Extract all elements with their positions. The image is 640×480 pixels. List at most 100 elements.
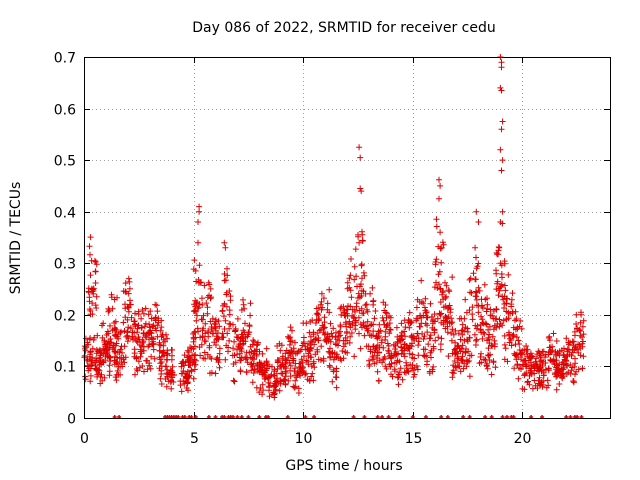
data-point: [237, 368, 244, 375]
data-point: [386, 330, 393, 337]
data-point: [164, 350, 171, 357]
data-point: [94, 332, 101, 339]
data-point: [85, 363, 92, 370]
data-point: [436, 281, 442, 288]
data-point: [446, 288, 453, 295]
data-point: [92, 268, 99, 275]
data-point: [501, 305, 507, 311]
data-point: [299, 365, 306, 372]
data-point: [105, 330, 112, 337]
data-point: [496, 323, 503, 330]
data-point-spike: [498, 126, 505, 133]
x-tick-label: 5: [190, 431, 199, 447]
data-point: [485, 345, 492, 352]
data-point: [512, 317, 518, 324]
data-point: [105, 353, 111, 360]
data-point: [483, 308, 490, 315]
data-point: [273, 370, 280, 377]
data-point: [226, 311, 233, 318]
data-point: [220, 313, 227, 320]
data-point: [382, 363, 389, 370]
data-point: [242, 354, 249, 361]
data-point: [387, 326, 394, 333]
data-point: [275, 379, 281, 386]
data-point: [559, 365, 565, 372]
data-point: [493, 286, 500, 293]
data-point: [458, 356, 465, 363]
data-point: [502, 287, 509, 294]
data-point: [388, 352, 395, 359]
data-point: [482, 296, 489, 303]
data-point: [423, 314, 430, 321]
data-point: [297, 372, 304, 379]
data-point: [356, 330, 362, 337]
data-point-spike: [356, 144, 363, 151]
data-point: [349, 320, 356, 327]
data-point: [310, 331, 317, 338]
data-point: [577, 332, 584, 339]
data-point: [512, 352, 519, 359]
data-point: [437, 311, 444, 318]
data-point: [278, 378, 285, 385]
data-point: [482, 320, 489, 327]
data-point: [84, 356, 91, 363]
data-point: [411, 364, 418, 371]
data-point: [307, 347, 313, 354]
data-point: [428, 354, 434, 361]
data-point: [580, 317, 587, 324]
data-point: [104, 349, 111, 356]
data-point: [501, 341, 508, 348]
data-point: [278, 342, 285, 349]
data-point: [97, 373, 104, 380]
data-point: [160, 342, 167, 349]
data-point-spike: [355, 231, 361, 238]
data-point-spike: [221, 239, 228, 246]
data-point: [344, 285, 351, 292]
data-point: [317, 326, 324, 333]
data-point: [521, 371, 528, 378]
data-point: [222, 317, 229, 324]
data-point: [423, 309, 430, 315]
data-point: [353, 300, 360, 307]
data-point: [156, 339, 163, 346]
data-point: [423, 361, 430, 368]
data-point: [348, 294, 355, 301]
data-point: [326, 286, 333, 293]
data-point: [126, 278, 133, 285]
data-point: [277, 363, 284, 370]
data-point: [479, 319, 486, 326]
data-point: [192, 303, 199, 310]
data-point: [257, 385, 264, 392]
data-point: [134, 339, 141, 346]
data-point: [111, 320, 118, 326]
data-point: [158, 317, 165, 324]
data-point: [286, 359, 293, 366]
data-point: [347, 324, 354, 331]
data-point: [500, 296, 507, 303]
data-point: [330, 325, 337, 332]
data-point: [158, 324, 165, 331]
data-point: [232, 327, 239, 334]
data-point: [379, 337, 385, 344]
data-point: [88, 285, 95, 292]
data-point: [213, 342, 219, 348]
data-point: [216, 364, 223, 371]
data-point: [163, 331, 169, 338]
data-point-spike: [498, 64, 505, 71]
data-point: [132, 371, 138, 378]
data-point: [359, 275, 365, 282]
data-point: [122, 280, 129, 287]
data-point-spike: [499, 118, 506, 125]
data-point: [406, 324, 413, 331]
data-point: [399, 376, 406, 383]
data-point: [250, 370, 257, 376]
data-point: [415, 342, 422, 349]
data-point: [523, 348, 530, 354]
data-point: [473, 265, 480, 272]
data-point: [315, 317, 322, 324]
data-point: [302, 371, 308, 378]
data-point: [577, 319, 584, 326]
data-point: [199, 316, 206, 323]
data-point: [497, 320, 504, 327]
